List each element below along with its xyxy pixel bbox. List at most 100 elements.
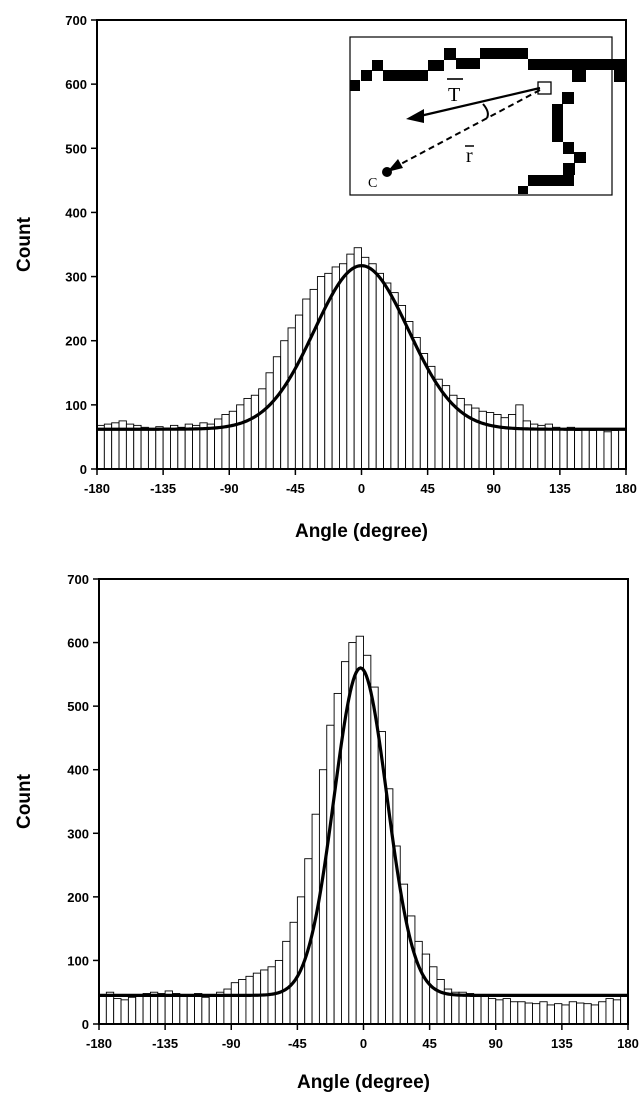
x-tick-label: -45 <box>288 1036 307 1051</box>
histogram-bar <box>194 993 203 1025</box>
x-tick-label: 0 <box>360 1036 367 1051</box>
histogram-bar <box>487 998 497 1025</box>
histogram-bar <box>252 972 262 1025</box>
histogram-bar <box>147 428 157 470</box>
chain-segment <box>383 70 428 81</box>
x-tick-label: -135 <box>150 481 176 496</box>
histogram-bar <box>588 430 598 470</box>
chain-segment <box>518 186 528 194</box>
chart-bottom-panel: 0 100 200 300 400 500 600 700 -180 -135 -90 -45 0 45… <box>14 572 639 1093</box>
histogram-bar <box>574 430 583 470</box>
x-tick-label: 90 <box>487 481 501 496</box>
y-tick-label: 600 <box>67 636 89 651</box>
histogram-bar <box>331 266 340 470</box>
y-tick-label: 300 <box>67 826 89 841</box>
histogram-bar <box>618 428 627 470</box>
y-tick-label: 600 <box>65 77 87 92</box>
histogram-bar <box>155 426 164 470</box>
histogram-bar <box>184 423 193 470</box>
position-vector-arrow <box>396 89 541 167</box>
histogram-bar <box>346 253 355 470</box>
histogram-bar <box>605 998 614 1025</box>
histogram-bar <box>309 288 318 470</box>
histogram-bar <box>620 994 629 1025</box>
histogram-bar <box>221 414 230 470</box>
histogram-bar <box>583 1003 592 1025</box>
chain-segment <box>456 58 480 69</box>
y-tick-label: 200 <box>67 890 89 905</box>
histogram-bar <box>517 1001 526 1025</box>
histogram-bar <box>135 994 144 1025</box>
histogram-bar <box>162 427 171 470</box>
x-tick-label: -90 <box>222 1036 241 1051</box>
inset-chain-diagram: T r C <box>349 36 626 196</box>
x-tick-label: -135 <box>152 1036 178 1051</box>
histogram-bar <box>157 993 166 1025</box>
histogram-bar <box>282 940 291 1025</box>
histogram-bar <box>421 953 431 1025</box>
center-point <box>382 167 392 177</box>
chain-segment <box>552 104 563 142</box>
y-tick-label: 700 <box>65 13 87 28</box>
histogram-bar <box>353 247 362 470</box>
histogram-bar <box>566 426 576 470</box>
position-vector-label: r <box>466 145 473 167</box>
chain-segment <box>563 163 575 175</box>
tangent-label: T <box>448 84 460 106</box>
histogram-bar <box>500 417 509 470</box>
histogram-bar <box>355 635 364 1025</box>
histogram-bar <box>250 394 260 470</box>
chain-segment <box>562 92 574 104</box>
histogram-bar <box>96 424 105 470</box>
histogram-bar <box>375 272 384 470</box>
histogram-bar <box>370 686 379 1025</box>
x-tick-label: 90 <box>489 1036 503 1051</box>
y-tick-label: 400 <box>67 763 89 778</box>
angle-arc <box>482 103 489 119</box>
histogram-bar <box>339 263 348 470</box>
histogram-bar <box>554 1003 563 1025</box>
x-tick-label: 135 <box>549 481 571 496</box>
chain-segment <box>614 70 626 82</box>
histogram-bar <box>524 1002 533 1025</box>
histogram-bar <box>236 404 245 470</box>
x-tick-label: -180 <box>84 481 110 496</box>
x-axis-ticks: -180 -135 -90 -45 0 45 90 135 180 <box>86 1024 639 1051</box>
histogram-bar <box>113 998 122 1025</box>
histogram-bar <box>429 966 438 1025</box>
histogram-bar <box>127 996 137 1025</box>
histogram-bar <box>258 388 267 470</box>
histogram-bar <box>552 426 561 470</box>
x-axis-ticks: -180 -135 -90 -45 0 45 90 135 180 <box>84 469 637 496</box>
histogram-bar <box>238 979 247 1025</box>
histogram-bar <box>530 423 539 470</box>
x-tick-label: 180 <box>617 1036 639 1051</box>
y-tick-label: 0 <box>80 462 87 477</box>
histogram-bar <box>515 404 524 470</box>
x-tick-label: -180 <box>86 1036 112 1051</box>
histogram-bar <box>507 414 517 470</box>
tangent-vector-arrow <box>419 86 541 118</box>
histogram-bar <box>397 304 407 470</box>
y-tick-label: 500 <box>65 141 87 156</box>
gaussian-fit-curve <box>97 264 626 431</box>
histogram-bar <box>559 428 568 470</box>
y-tick-label: 100 <box>67 953 89 968</box>
chain-segment <box>528 175 574 186</box>
chain-segment <box>372 60 383 71</box>
y-tick-label: 0 <box>82 1017 89 1032</box>
histogram-bar <box>596 428 605 470</box>
histogram-bar <box>172 993 181 1025</box>
histogram-bar <box>280 340 289 470</box>
chain-segment <box>350 80 360 91</box>
histogram-bar <box>493 414 502 470</box>
histogram-bar <box>260 969 269 1025</box>
histogram-bar <box>451 991 460 1025</box>
x-tick-label: 45 <box>420 481 434 496</box>
histogram-bar <box>546 1004 555 1025</box>
histogram-bar <box>610 430 620 470</box>
y-tick-label: 100 <box>65 398 87 413</box>
y-axis-ticks: 0 100 200 300 400 500 600 700 <box>67 572 99 1032</box>
x-tick-label: -90 <box>220 481 239 496</box>
